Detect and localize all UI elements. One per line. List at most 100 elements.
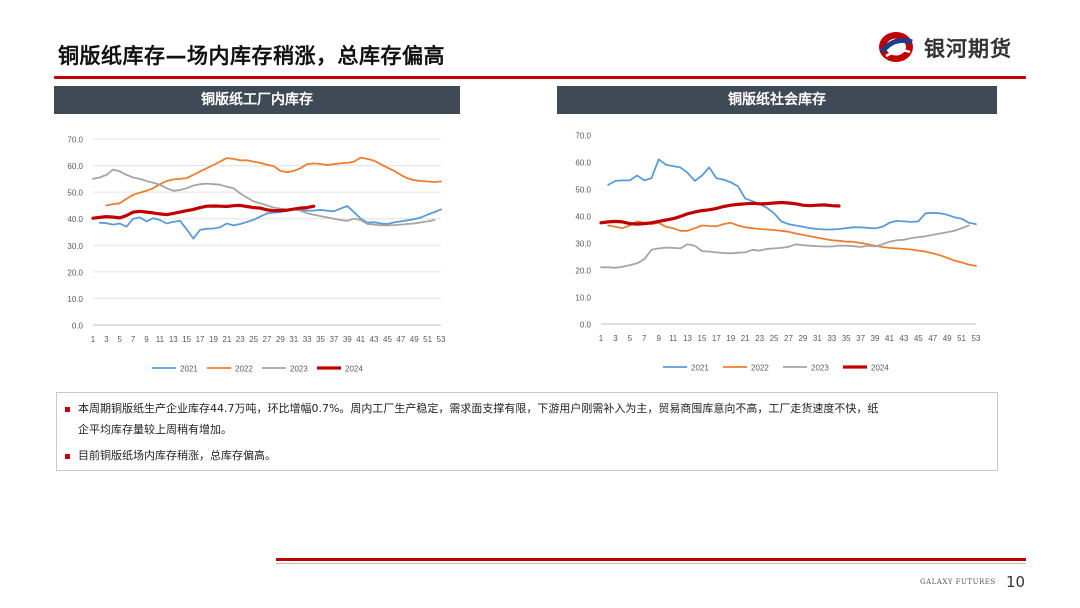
x-tick-label: 17 (196, 335, 205, 344)
x-tick-label: 35 (842, 334, 851, 343)
y-tick-label: 50.0 (67, 189, 83, 198)
footer-brand: GALAXY FUTURES (920, 578, 996, 586)
x-tick-label: 21 (741, 334, 750, 343)
x-tick-label: 27 (263, 335, 272, 344)
series-line-2023 (600, 224, 970, 269)
x-tick-label: 33 (827, 334, 836, 343)
series-line-2022 (105, 156, 442, 207)
y-tick-label: 20.0 (67, 268, 83, 277)
y-tick-label: 0.0 (72, 322, 84, 331)
series-line-2022 (607, 220, 977, 267)
legend-label-2021: 2021 (691, 364, 709, 373)
y-tick-label: 40.0 (575, 213, 591, 222)
x-tick-label: 13 (683, 334, 692, 343)
note-item-1-cont: 企平均库存量较上周稍有增加。 (78, 423, 232, 436)
x-tick-label: 39 (343, 335, 352, 344)
x-tick-label: 7 (131, 335, 136, 344)
note-text-1: 本周期铜版纸生产企业库存44.7万吨，环比增幅0.7%。周内工厂生产稳定，需求面… (78, 402, 879, 415)
bullet-icon (65, 406, 70, 412)
note-item-2: 目前铜版纸场内库存稍涨，总库存偏高。 (65, 445, 276, 466)
x-tick-label: 1 (599, 334, 604, 343)
x-tick-label: 41 (885, 334, 894, 343)
x-tick-label: 25 (770, 334, 779, 343)
y-tick-label: 40.0 (67, 215, 83, 224)
series-line-2023 (92, 168, 436, 227)
y-tick-label: 30.0 (67, 242, 83, 251)
x-tick-label: 51 (957, 334, 966, 343)
x-tick-label: 9 (656, 334, 661, 343)
series-line-2021 (607, 158, 977, 231)
social-inventory-chart: 0.0 10.0 20.0 30.0 40.0 50.0 60.0 70.0 1 3 5 7 9 11 13… (575, 132, 981, 373)
x-tick-label: 9 (144, 335, 149, 344)
x-tick-label: 1 (91, 335, 96, 344)
y-tick-label: 70.0 (575, 132, 591, 141)
x-tick-label: 7 (642, 334, 647, 343)
x-tick-label: 47 (928, 334, 937, 343)
bullet-icon (65, 453, 70, 459)
legend-label-2022: 2022 (751, 364, 769, 373)
x-tick-label: 19 (209, 335, 218, 344)
x-tick-label: 21 (222, 335, 231, 344)
x-tick-label: 43 (370, 335, 379, 344)
note-item-1: 本周期铜版纸生产企业库存44.7万吨，环比增幅0.7%。周内工厂生产稳定，需求面… (65, 398, 878, 419)
footer-rule (276, 558, 1026, 561)
x-tick-label: 11 (669, 334, 678, 343)
x-tick-label: 23 (755, 334, 764, 343)
y-tick-label: 0.0 (580, 321, 592, 330)
legend-label-2023: 2023 (811, 364, 829, 373)
y-tick-label: 10.0 (67, 295, 83, 304)
x-tick-label: 43 (899, 334, 908, 343)
y-tick-label: 10.0 (575, 294, 591, 303)
x-tick-label: 5 (118, 335, 123, 344)
left-chart-title: 铜版纸工厂内库存 (54, 86, 460, 114)
galaxy-logo-icon (879, 32, 913, 62)
footer-rule-thin (276, 563, 1026, 564)
x-tick-label: 3 (613, 334, 618, 343)
series-line-2021 (98, 205, 442, 240)
factory-inventory-chart: 0.010.020.030.040.050.060.070.01 3 5 7 9 11 13… (67, 136, 446, 374)
series-line-2024 (91, 203, 316, 220)
header-rule (54, 76, 1026, 79)
x-tick-label: 51 (423, 335, 432, 344)
x-tick-label: 11 (156, 335, 165, 344)
x-tick-label: 53 (437, 335, 446, 344)
x-tick-label: 37 (329, 335, 338, 344)
page-number: 10 (1006, 573, 1026, 591)
x-tick-label: 41 (356, 335, 365, 344)
x-tick-label: 15 (698, 334, 707, 343)
x-tick-label: 31 (813, 334, 822, 343)
logo-text: 银河期货 (924, 37, 1012, 61)
x-tick-label: 23 (236, 335, 245, 344)
y-tick-label: 60.0 (575, 159, 591, 168)
x-tick-label: 17 (712, 334, 721, 343)
x-tick-label: 29 (276, 335, 285, 344)
y-tick-label: 60.0 (67, 162, 83, 171)
legend-label-2024: 2024 (345, 365, 363, 374)
y-tick-label: 70.0 (67, 136, 83, 145)
note-text-2: 目前铜版纸场内库存稍涨，总库存偏高。 (78, 449, 276, 462)
legend-label-2023: 2023 (290, 365, 308, 374)
right-chart-title: 铜版纸社会库存 (557, 86, 997, 114)
x-tick-label: 47 (396, 335, 405, 344)
x-tick-label: 39 (871, 334, 880, 343)
x-tick-label: 45 (914, 334, 923, 343)
page-title: 铜版纸库存—场内库存稍涨，总库存偏高 (58, 44, 445, 68)
x-tick-label: 37 (856, 334, 865, 343)
legend-label-2022: 2022 (235, 365, 253, 374)
x-tick-label: 49 (943, 334, 952, 343)
x-tick-label: 33 (303, 335, 312, 344)
x-tick-label: 27 (784, 334, 793, 343)
notes-box: 本周期铜版纸生产企业库存44.7万吨，环比增幅0.7%。周内工厂生产稳定，需求面… (56, 392, 998, 471)
x-tick-label: 53 (972, 334, 981, 343)
y-tick-label: 20.0 (575, 267, 591, 276)
x-tick-label: 45 (383, 335, 392, 344)
y-tick-label: 50.0 (575, 186, 591, 195)
x-tick-label: 49 (410, 335, 419, 344)
x-tick-label: 3 (104, 335, 109, 344)
legend-label-2021: 2021 (180, 365, 198, 374)
x-tick-label: 19 (726, 334, 735, 343)
x-tick-label: 35 (316, 335, 325, 344)
x-tick-label: 15 (182, 335, 191, 344)
x-tick-label: 13 (169, 335, 178, 344)
y-tick-label: 30.0 (575, 240, 591, 249)
